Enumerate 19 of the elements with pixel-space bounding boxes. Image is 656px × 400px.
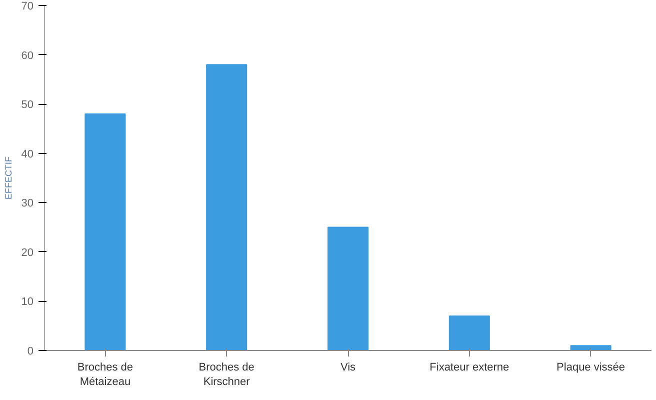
y-tick-label: 30 xyxy=(21,198,34,210)
x-tick-label: Plaque vissée xyxy=(556,362,626,374)
y-tick-label: 50 xyxy=(21,99,34,112)
y-tick-label: 60 xyxy=(21,50,34,62)
bar xyxy=(84,113,126,350)
bar xyxy=(570,345,612,350)
y-tick-label: 0 xyxy=(27,346,34,358)
bar xyxy=(448,316,490,350)
x-tick-label: Broches de Kirschner xyxy=(198,362,254,388)
x-tick-label: Vis xyxy=(340,362,356,374)
y-tick-label: 10 xyxy=(21,296,34,308)
y-tick-label: 20 xyxy=(21,246,34,259)
y-tick-label: 40 xyxy=(21,148,34,160)
bar xyxy=(206,64,248,350)
x-tick-label: Fixateur externe xyxy=(430,362,510,374)
y-axis-title: EFFECTIF xyxy=(3,156,14,200)
bar xyxy=(327,226,369,350)
y-tick-label: 70 xyxy=(21,0,34,12)
x-tick-label: Broches de Métaizeau xyxy=(77,362,134,388)
